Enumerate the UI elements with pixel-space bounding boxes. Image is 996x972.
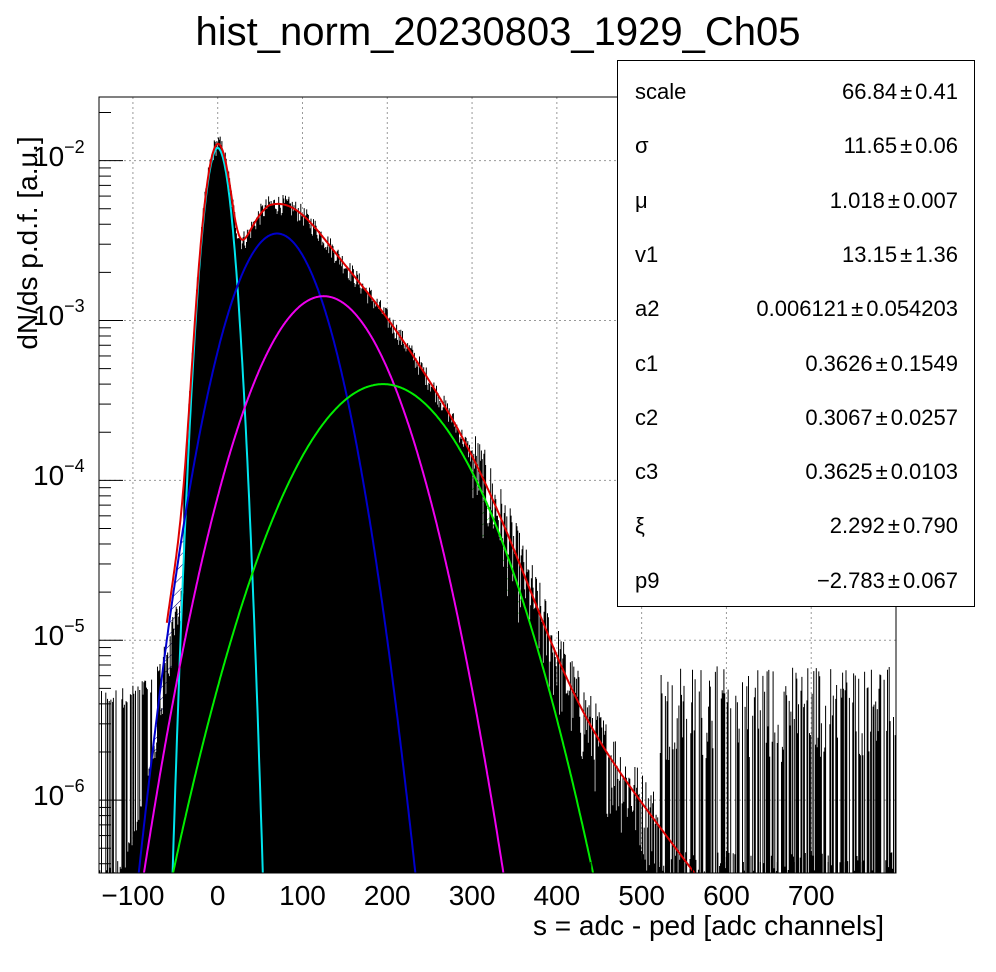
stat-name: μ bbox=[635, 187, 648, 213]
stat-value: 0.3625 ±0.0103 bbox=[805, 459, 958, 485]
stat-value: 1.018 ±0.007 bbox=[829, 187, 958, 213]
stat-row-1: scale 66.84 ±0.41 bbox=[618, 65, 974, 119]
stat-row-10: p9 −2.783 ±0.067 bbox=[618, 554, 974, 608]
x-tick-label: 400 bbox=[533, 880, 581, 911]
stat-value: 66.84 ±0.41 bbox=[842, 79, 958, 104]
stat-row-8: c3 0.3625 ±0.0103 bbox=[618, 445, 974, 499]
y-tick-label: 10−2 bbox=[33, 136, 85, 172]
x-tick-label: 100 bbox=[279, 880, 326, 911]
stat-row-6: c1 0.3626 ±0.1549 bbox=[618, 337, 974, 391]
total-fit-curve bbox=[165, 142, 696, 873]
stat-name: scale bbox=[635, 79, 687, 104]
stat-value: 0.006121 ±0.054203 bbox=[756, 296, 958, 322]
x-tick-label: 0 bbox=[209, 880, 226, 911]
stat-value: 11.65 ±0.06 bbox=[843, 133, 958, 159]
x-tick-label: 700 bbox=[787, 880, 835, 911]
x-tick-label: 500 bbox=[618, 880, 665, 911]
x-tick-label: 600 bbox=[703, 880, 750, 911]
component-curve-4 bbox=[172, 383, 595, 873]
x-axis-label: s = adc - ped [adc channels] bbox=[533, 910, 884, 941]
stat-value: −2.783 ±0.067 bbox=[816, 567, 958, 593]
data-histogram bbox=[99, 136, 896, 873]
stat-value: 0.3067 ±0.0257 bbox=[805, 404, 958, 430]
x-tick-label: −100 bbox=[101, 880, 165, 911]
stat-row-2: σ 11.65 ±0.06 bbox=[618, 119, 974, 173]
stat-value: 0.3626 ±0.1549 bbox=[805, 350, 958, 376]
stat-name: σ bbox=[635, 133, 649, 159]
stat-row-7: c2 0.3067 ±0.0257 bbox=[618, 391, 974, 445]
stat-name: c1 bbox=[635, 350, 659, 376]
component-curve-3 bbox=[142, 295, 505, 873]
component-curve-2 bbox=[137, 232, 417, 873]
chart-title: hist_norm_20230803_1929_Ch05 bbox=[195, 10, 801, 54]
stat-value: 13.15 ±1.36 bbox=[842, 241, 958, 267]
stat-name: ξ bbox=[635, 513, 645, 539]
x-tick-label: 300 bbox=[448, 880, 496, 911]
y-tick-label: 10−5 bbox=[33, 616, 85, 652]
stat-row-4: v1 13.15 ±1.36 bbox=[618, 228, 974, 282]
y-tick-label: 10−4 bbox=[33, 456, 85, 492]
x-tick-label: 200 bbox=[363, 880, 411, 911]
y-axis-label: dN/ds p.d.f. [a.u.] bbox=[12, 136, 43, 350]
stat-value: 2.292 ±0.790 bbox=[829, 513, 958, 539]
stat-name: a2 bbox=[635, 296, 660, 322]
stat-name: c2 bbox=[635, 404, 659, 430]
stat-row-5: a2 0.006121 ±0.054203 bbox=[618, 282, 974, 336]
stat-row-3: μ 1.018 ±0.007 bbox=[618, 174, 974, 228]
fit-stats-box: scale 66.84 ±0.41 σ 11.65 ±0.06 μ 1.018 ±0.007 v1… bbox=[617, 60, 975, 607]
stat-row-9: ξ 2.292 ±0.790 bbox=[618, 499, 974, 553]
y-tick-label: 10−3 bbox=[33, 296, 85, 332]
component-curve-1 bbox=[171, 146, 264, 873]
stat-name: c3 bbox=[635, 459, 659, 485]
stat-name: p9 bbox=[635, 567, 660, 593]
y-tick-label: 10−6 bbox=[33, 776, 85, 812]
stat-name: v1 bbox=[635, 241, 659, 267]
